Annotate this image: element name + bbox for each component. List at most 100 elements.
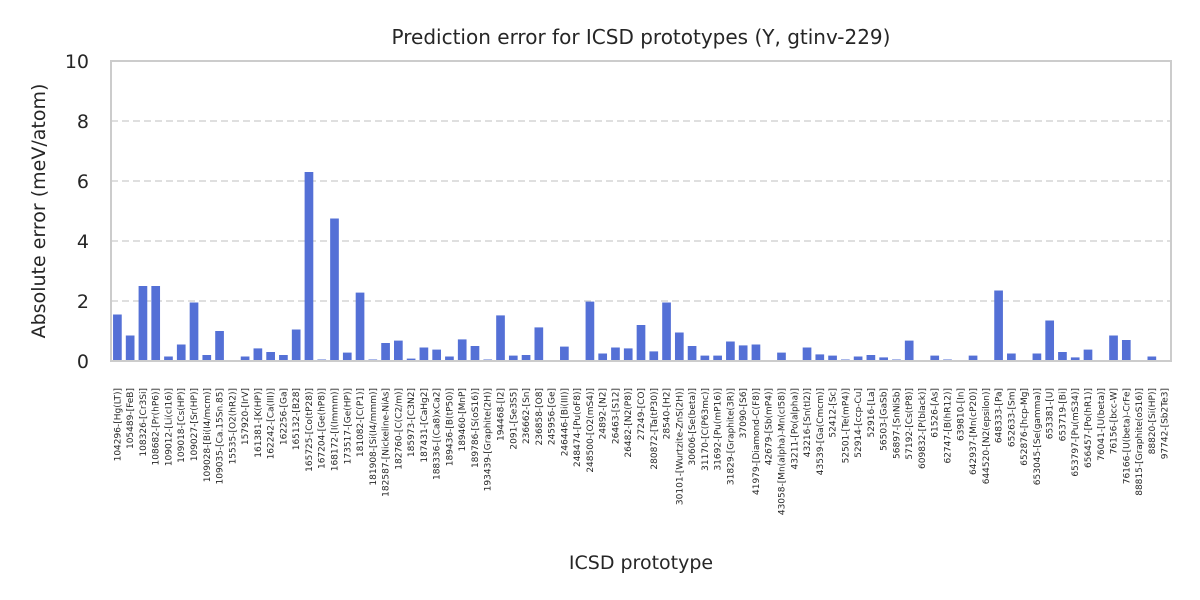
x-tick-label: 76156-[bcc-W]	[1110, 388, 1120, 454]
bar	[1109, 335, 1118, 361]
bar	[560, 346, 569, 361]
bar	[662, 302, 671, 361]
x-tick-label: 157920-[IrV]	[241, 388, 251, 445]
x-tick-label: 52914-[ccp-Cu]	[854, 388, 864, 458]
x-tick-label: 24892-[N2]	[599, 388, 609, 439]
bar	[751, 344, 761, 361]
bar	[138, 286, 148, 361]
bar	[713, 355, 722, 361]
x-tick-label: 165725-[Co(tP28)]	[305, 388, 315, 472]
bar	[406, 358, 416, 361]
bar	[879, 357, 888, 361]
x-tick-label: 187431-[CaHg2]	[420, 388, 430, 463]
bar	[802, 347, 812, 361]
x-tick-label: 181082-[C(P1)]	[356, 388, 366, 457]
x-tick-label: 185973-[C3N2]	[407, 388, 417, 457]
bar	[674, 332, 684, 361]
bar	[904, 340, 914, 361]
bar	[1007, 353, 1016, 361]
bar	[726, 341, 735, 361]
x-tick-label: 188336-[(Ca8)xCa2]	[433, 388, 443, 480]
x-tick-label: 173517-[Ge(HP)]	[343, 388, 353, 464]
x-tick-label: 653045-[Se(gamma)]	[1033, 388, 1043, 485]
bar	[202, 355, 212, 361]
x-tick-label: 248474-[Pu(oF8)]	[573, 388, 583, 467]
bar	[394, 340, 403, 361]
x-axis-label: ICSD prototype	[569, 552, 713, 574]
bar	[113, 314, 122, 361]
bar	[304, 172, 314, 361]
x-tick-label: 57192-[Cs(tP8)]	[905, 388, 915, 460]
bar	[355, 292, 365, 361]
x-tick-label: 52916-[La]	[867, 388, 877, 437]
x-tick-label: 105489-[FeB]	[126, 388, 136, 449]
bar	[164, 356, 173, 361]
x-tick-label: 56897-[SnNiSb]	[892, 388, 902, 459]
bar	[598, 353, 608, 361]
x-tick-label: 182760-[C(C2/m)]	[394, 388, 404, 470]
bar	[1070, 357, 1080, 361]
x-tick-label: 656457-[Po(hR1)]	[1084, 388, 1094, 468]
bar	[585, 301, 595, 361]
bar	[636, 325, 646, 361]
x-tick-label: 653719-[Bi]	[1058, 388, 1068, 441]
x-tick-label: 76041-[U(beta)]	[1097, 388, 1107, 461]
bar	[994, 290, 1003, 361]
x-tick-label: 62747-[B(hR12)]	[944, 388, 954, 464]
bar	[151, 286, 161, 361]
x-tick-label: 648333-[Pa]	[995, 388, 1005, 443]
x-tick-label: 109012-[Li(cI16)]	[164, 388, 174, 466]
y-tick-label: 6	[77, 171, 89, 193]
x-tick-label: 194468-[I2]	[497, 388, 507, 441]
bar	[215, 331, 224, 361]
x-tick-label: 644520-[N2(epsilon)]	[982, 388, 992, 484]
y-axis-label: Absolute error (meV/atom)	[28, 84, 50, 339]
x-tick-label: 52501-[Te(mP4)]	[841, 388, 851, 463]
bar	[291, 329, 301, 361]
x-tick-label: 56503-[GaSb]	[880, 388, 890, 451]
x-tick-label: 43211-[Po(alpha)]	[790, 388, 800, 469]
bar	[470, 346, 480, 361]
bar	[176, 344, 186, 361]
x-tick-label: 162256-[Ga]	[279, 388, 289, 445]
bar	[700, 355, 710, 361]
x-tick-label: 236858-[O8]	[535, 388, 545, 445]
x-tick-label: 31170-[C(P63mc)]	[701, 388, 711, 471]
bar	[968, 355, 978, 361]
bar	[342, 352, 352, 361]
y-tick-label: 2	[77, 291, 89, 313]
x-tick-label: 642937-[Mn(cP20)]	[969, 388, 979, 475]
x-tick-label: 181908-[Si(I4/mmm)]	[369, 388, 379, 486]
bar	[1032, 353, 1042, 361]
x-tick-label: 246446-[Bi(III)]	[560, 388, 570, 456]
x-tick-label: 43539-[Ga(Cmcm)]	[816, 388, 826, 475]
y-tick-label: 8	[77, 111, 89, 133]
x-tick-label: 639810-[In]	[956, 388, 966, 441]
bar	[930, 355, 940, 361]
bar	[815, 354, 825, 361]
x-tick-label: 31829-[Graphite(3R)]	[726, 388, 736, 485]
bar	[777, 352, 786, 361]
bar	[649, 351, 659, 361]
y-tick-label: 10	[65, 51, 89, 73]
bar	[253, 348, 263, 361]
x-tick-label: 109018-[Cs(HP)]	[177, 388, 187, 463]
bar	[419, 347, 429, 361]
bar	[853, 356, 863, 361]
x-tick-label: 193439-[Graphite(2H)]	[484, 388, 494, 491]
y-tick-label: 0	[77, 351, 89, 373]
x-tick-label: 653797-[Pu(mS34)]	[1071, 388, 1081, 477]
bar	[330, 218, 339, 361]
bar	[738, 345, 748, 361]
x-tick-label: 26482-[N2(P8)]	[624, 388, 634, 458]
x-tick-label: 245956-[Ge]	[548, 388, 558, 445]
bar	[432, 349, 442, 361]
bar	[445, 356, 454, 361]
x-tick-labels: 104296-[Hg(LT)] 105489-[FeB] 108326-[Cr3Si…	[113, 388, 1170, 515]
x-tick-label: 161381-[K(HP)]	[254, 388, 264, 458]
x-tick-label: 88815-[Graphite(oS16)]	[1135, 388, 1145, 496]
x-tick-label: 27249-[CO]	[637, 388, 647, 440]
bar	[623, 348, 633, 361]
bar	[266, 352, 275, 361]
bar	[279, 355, 288, 361]
